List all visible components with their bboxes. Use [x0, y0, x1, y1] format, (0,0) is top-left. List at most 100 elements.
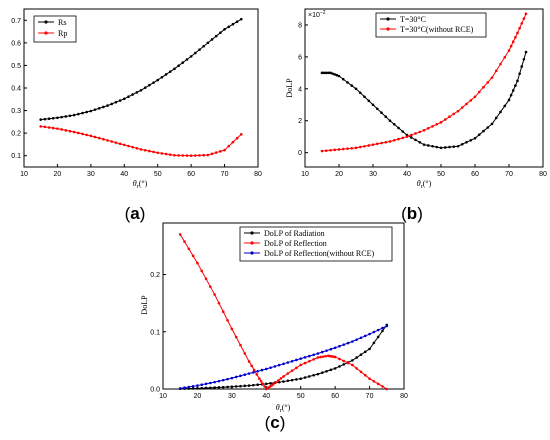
panel-b-series-0-point — [486, 126, 490, 129]
panel-b-series-0-point — [358, 91, 362, 95]
panel-a-series-0-point — [77, 112, 80, 116]
panel-b-y-tick-label: 4 — [298, 86, 302, 93]
panel-c-series-2-point — [196, 384, 199, 387]
panel-a-series-1-point — [102, 137, 105, 141]
panel-a-series-0-point — [118, 99, 122, 102]
panel-a-series-1-point — [152, 150, 155, 154]
panel-a-series-1-point — [93, 135, 97, 139]
panel-a-series-1-point — [189, 154, 193, 158]
panel-b-series-1-point — [422, 128, 426, 132]
panel-b-series-0-point — [518, 72, 521, 75]
panel-c-series-0-point — [200, 386, 204, 390]
panel-b-series-0-point — [511, 89, 515, 92]
panel-a-series-0-point — [60, 115, 63, 119]
panel-b-series-1-point — [380, 141, 383, 145]
panel-b-series-0-point — [439, 146, 443, 150]
panel-c-series-1-point — [274, 381, 278, 384]
panel-b-series-0-point — [503, 104, 507, 108]
panel-a-series-1-point — [214, 151, 218, 154]
panel-c-series-1-point — [187, 247, 191, 251]
panel-a-series-1-point — [89, 134, 93, 138]
panel-c-series-2-point — [346, 341, 350, 345]
panel-c-series-1-point — [381, 385, 384, 388]
panel-c-series-1-point — [243, 352, 247, 355]
panel-a-y-tick-label: 0.1 — [11, 153, 21, 160]
panel-c-series-2-point — [191, 384, 195, 388]
panel-c-series-2-point — [277, 363, 281, 367]
panel-c-series-1-point — [250, 364, 253, 368]
panel-c-series-0-point — [342, 363, 346, 366]
panel-a-series-1-point — [210, 152, 214, 156]
panel-b-series-0-point — [452, 145, 456, 148]
panel-a-series-1-point — [181, 154, 185, 157]
panel-b-legend: T=30°CT=30°C(without RCE) — [375, 12, 487, 38]
panel-c-series-0-point — [264, 382, 268, 386]
panel-a-series-0-point — [106, 104, 109, 107]
panel-c-series-2-point — [183, 386, 186, 390]
panel-a-series-0-point — [235, 20, 239, 23]
panel-b-series-0-point — [426, 144, 430, 147]
panel-b-series-0-point — [380, 111, 383, 115]
panel-a-x-tick-label: 50 — [154, 171, 162, 178]
panel-a-series-0-point — [185, 58, 189, 61]
panel-a-series-1-point — [51, 126, 55, 130]
panel-a-x-axis-label: θr(°) — [133, 179, 148, 190]
panel-a-legend-box — [33, 15, 77, 43]
panel-a-series-1-point — [60, 128, 63, 131]
panel-c-series-1-point — [338, 357, 341, 361]
panel-a-series-1-point — [223, 148, 226, 152]
panel-c-series-1-point — [247, 360, 251, 363]
panel-b-series-0-point — [354, 87, 358, 91]
panel-c-series-0-point — [221, 385, 225, 389]
panel-c-series-1-point — [363, 373, 367, 377]
panel-c-legend-swatch-marker — [250, 251, 254, 255]
panel-c-series-2-point — [286, 361, 290, 364]
panel-a-series-1-point — [219, 150, 222, 153]
panel-a-series-0-point — [122, 97, 126, 101]
panel-b-series-1-point — [448, 115, 451, 119]
panel-c-x-tick-label: 60 — [331, 393, 339, 400]
panel-c-series-2-point — [303, 356, 307, 359]
panel-a-series-1-point — [106, 139, 109, 142]
panel-c-series-1-point — [299, 363, 303, 367]
panel-a-series-1-point — [194, 154, 197, 157]
panel-b-series-1-point — [439, 121, 443, 124]
panel-c-series-0-point — [376, 335, 380, 339]
panel-b-series-1-point — [329, 148, 332, 152]
panel-b-series-1-point — [486, 81, 490, 84]
panel-a-series-1-point — [81, 132, 84, 136]
panel-c-series-2-point — [385, 324, 389, 328]
panel-c-x-tick-label: 80 — [400, 393, 408, 400]
panel-b-y-tick-label: 2 — [298, 118, 302, 125]
panel-b-series-1-point — [477, 90, 481, 94]
panel-c-plot-frame — [162, 222, 405, 390]
panel-c-series-2-point — [226, 377, 229, 381]
panel-b-series-0-point — [335, 73, 339, 77]
panel-b-series-0-point — [341, 77, 345, 81]
panel-c-series-1-point — [271, 383, 275, 386]
panel-c-series-1-point — [312, 358, 315, 361]
panel-c-series-0-point — [295, 378, 298, 381]
panel-b-series-0-point — [337, 74, 341, 78]
panel-a-series-0-point — [139, 88, 143, 92]
panel-c-series-1-point — [239, 343, 242, 347]
panel-b-y-axis-label: DoLP — [285, 78, 294, 98]
panel-a-series-1-point — [114, 141, 118, 144]
panel-c-series-0-point — [299, 377, 303, 380]
panel-a-series-0-point — [81, 111, 84, 115]
panel-c-series-1-point — [259, 379, 263, 383]
panel-b-series-0-point — [522, 57, 526, 61]
panel-b-series-0-point — [329, 71, 332, 75]
panel-c-series-1-point — [346, 361, 350, 365]
panel-a-series-1-point — [185, 154, 189, 157]
panel-b-x-axis-label: θr(°) — [417, 179, 432, 190]
panel-a-series-1-point — [77, 131, 80, 135]
panel-b-series-0-point — [327, 71, 330, 75]
panel-c-series-0-point — [303, 376, 307, 379]
panel-b-series-0-point — [469, 138, 473, 142]
panel-c-series-1-point — [290, 369, 294, 372]
panel-c-series-2-point — [342, 343, 346, 346]
panel-b-series-1-point — [333, 148, 337, 152]
panel-c-series-1-point — [295, 366, 298, 370]
panel-c-series-0-point — [333, 367, 337, 370]
